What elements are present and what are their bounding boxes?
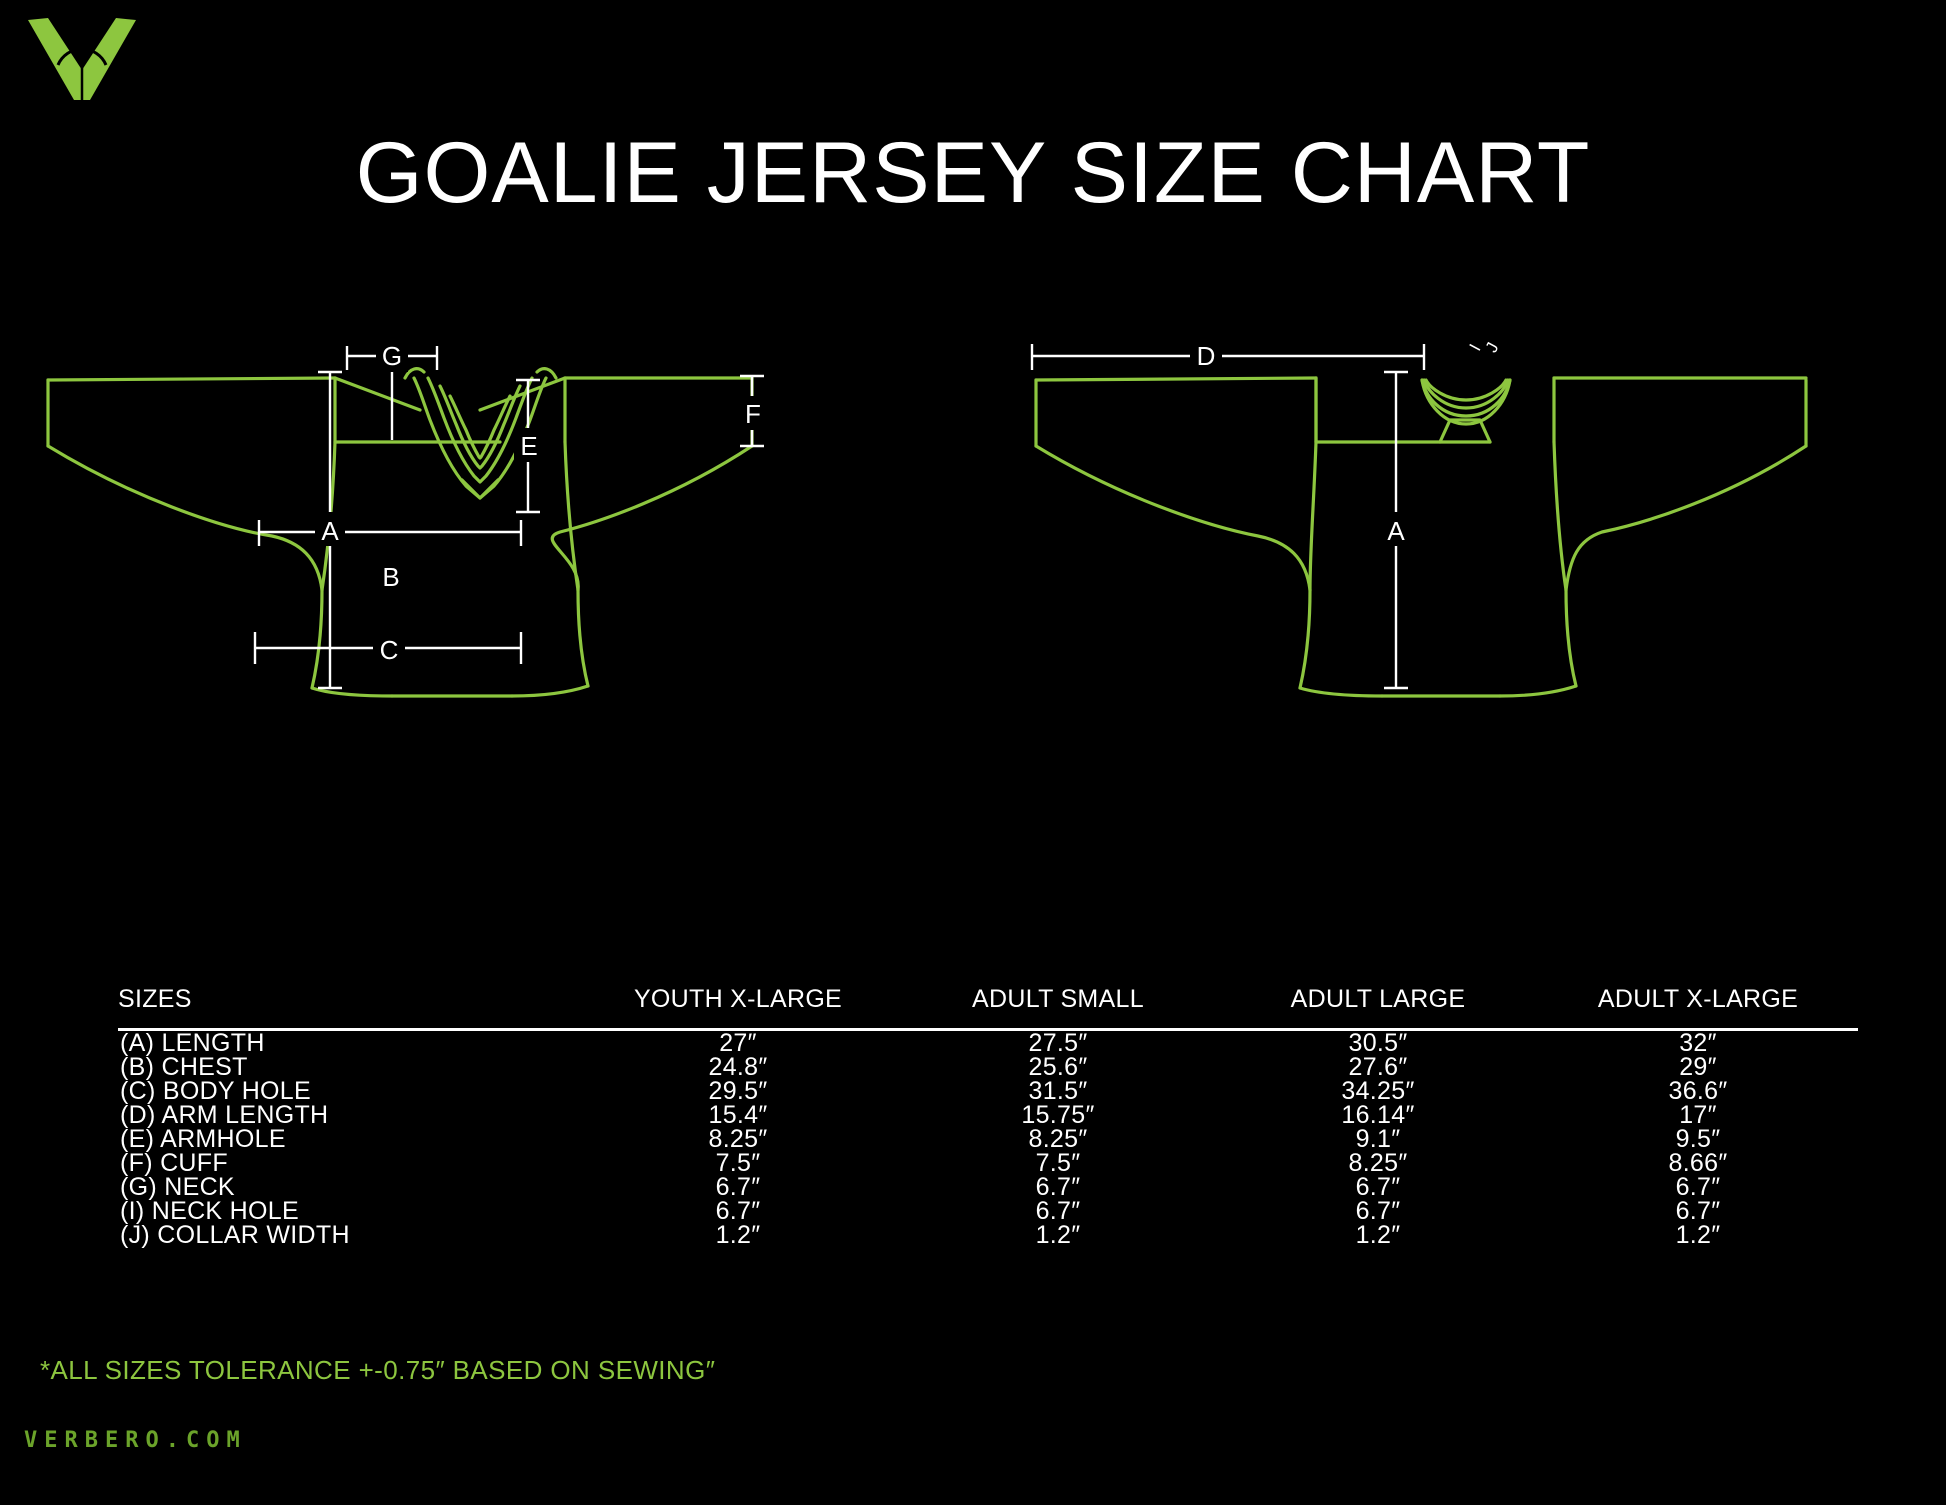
row-label: (I) NECK HOLE	[120, 1197, 299, 1225]
cell-value: 27″	[719, 1029, 757, 1057]
table-row: (B) CHEST 24.8″ 25.6″ 27.6″ 29″	[118, 1053, 1858, 1081]
cell-value: 17″	[1679, 1101, 1717, 1129]
table-row: (C) BODY HOLE 29.5″ 31.5″ 34.25″ 36.6″	[118, 1077, 1858, 1105]
cell-value: 6.7″	[715, 1173, 761, 1201]
row-label: (A) LENGTH	[120, 1029, 265, 1057]
cell-value: 32″	[1679, 1029, 1717, 1057]
cell-value: 27.5″	[1028, 1029, 1088, 1057]
table-row: (D) ARM LENGTH 15.4″ 15.75″ 16.14″ 17″	[118, 1101, 1858, 1129]
table-header-row: SIZES YOUTH X-LARGE ADULT SMALL ADULT LA…	[118, 985, 1858, 1030]
size-table: SIZES YOUTH X-LARGE ADULT SMALL ADULT LA…	[118, 985, 1858, 1249]
cell-value: 36.6″	[1668, 1077, 1728, 1105]
dim-label-a-front: A	[321, 516, 339, 546]
column-header-youth-xlarge: YOUTH X-LARGE	[633, 985, 843, 1013]
tolerance-footnote: *ALL SIZES TOLERANCE +-0.75″ BASED ON SE…	[40, 1355, 716, 1385]
cell-value: 6.7″	[1355, 1197, 1401, 1225]
cell-value: 27.6″	[1348, 1053, 1408, 1081]
row-label: (E) ARMHOLE	[120, 1125, 286, 1153]
dim-label-d: D	[1197, 341, 1216, 371]
brand-website: VERBERO.COM	[24, 1428, 247, 1453]
column-header-adult-small: ADULT SMALL	[972, 985, 1144, 1013]
cell-value: 1.2″	[1675, 1221, 1721, 1249]
cell-value: 8.25″	[1028, 1125, 1088, 1153]
dim-label-a-back: A	[1387, 516, 1405, 546]
cell-value: 7.5″	[715, 1149, 761, 1177]
jersey-diagrams: G A B C E F	[0, 300, 1946, 760]
cell-value: 6.7″	[1675, 1173, 1721, 1201]
dim-label-f-front: F	[745, 399, 761, 429]
cell-value: 8.25″	[708, 1125, 768, 1153]
table-row: (I) NECK HOLE 6.7″ 6.7″ 6.7″ 6.7″	[118, 1197, 1858, 1225]
column-header-adult-large: ADULT LARGE	[1290, 985, 1466, 1013]
dim-label-b: B	[382, 562, 399, 592]
verbero-v-logo-icon	[22, 8, 142, 108]
back-dimension-lines	[1030, 344, 1426, 690]
row-label: (D) ARM LENGTH	[120, 1101, 329, 1129]
table-row: (G) NECK 6.7″ 6.7″ 6.7″ 6.7″	[118, 1173, 1858, 1201]
dim-label-c: C	[380, 635, 399, 665]
cell-value: 6.7″	[1675, 1197, 1721, 1225]
cell-value: 6.7″	[1355, 1173, 1401, 1201]
dim-label-j: J	[1482, 339, 1503, 355]
cell-value: 6.7″	[1035, 1173, 1081, 1201]
dim-label-g: G	[382, 341, 402, 371]
cell-value: 29″	[1679, 1053, 1717, 1081]
jersey-front-technical-drawing	[46, 367, 754, 698]
cell-value: 7.5″	[1035, 1149, 1081, 1177]
cell-value: 1.2″	[1355, 1221, 1401, 1249]
cell-value: 8.66″	[1668, 1149, 1728, 1177]
cell-value: 29.5″	[708, 1077, 768, 1105]
dim-label-e: E	[520, 431, 537, 461]
table-row: (A) LENGTH 27″ 27.5″ 30.5″ 32″	[118, 1030, 1858, 1056]
row-label: (C) BODY HOLE	[120, 1077, 311, 1105]
cell-value: 1.2″	[715, 1221, 761, 1249]
column-header-sizes: SIZES	[118, 985, 192, 1013]
cell-value: 6.7″	[1035, 1197, 1081, 1225]
cell-value: 1.2″	[1035, 1221, 1081, 1249]
cell-value: 8.25″	[1348, 1149, 1408, 1177]
table-row: (F) CUFF 7.5″ 7.5″ 8.25″ 8.66″	[118, 1149, 1858, 1177]
cell-value: 24.8″	[708, 1053, 768, 1081]
cell-value: 9.1″	[1355, 1125, 1401, 1153]
cell-value: 6.7″	[715, 1197, 761, 1225]
cell-value: 34.25″	[1341, 1077, 1415, 1105]
jersey-back-technical-drawing	[1034, 376, 1808, 698]
cell-value: 30.5″	[1348, 1029, 1408, 1057]
cell-value: 31.5″	[1028, 1077, 1088, 1105]
cell-value: 25.6″	[1028, 1053, 1088, 1081]
cell-value: 16.14″	[1341, 1101, 1415, 1129]
column-header-adult-xlarge: ADULT X-LARGE	[1597, 985, 1799, 1013]
cell-value: 15.4″	[708, 1101, 768, 1129]
row-label: (G) NECK	[120, 1173, 235, 1201]
cell-value: 9.5″	[1675, 1125, 1721, 1153]
row-label: (B) CHEST	[120, 1053, 248, 1081]
row-label: (J) COLLAR WIDTH	[120, 1221, 350, 1249]
table-row: (J) COLLAR WIDTH 1.2″ 1.2″ 1.2″ 1.2″	[118, 1221, 1858, 1249]
table-row: (E) ARMHOLE 8.25″ 8.25″ 9.1″ 9.5″	[118, 1125, 1858, 1153]
cell-value: 15.75″	[1021, 1101, 1095, 1129]
row-label: (F) CUFF	[120, 1149, 228, 1177]
page-title: GOALIE JERSEY SIZE CHART	[355, 125, 1591, 221]
